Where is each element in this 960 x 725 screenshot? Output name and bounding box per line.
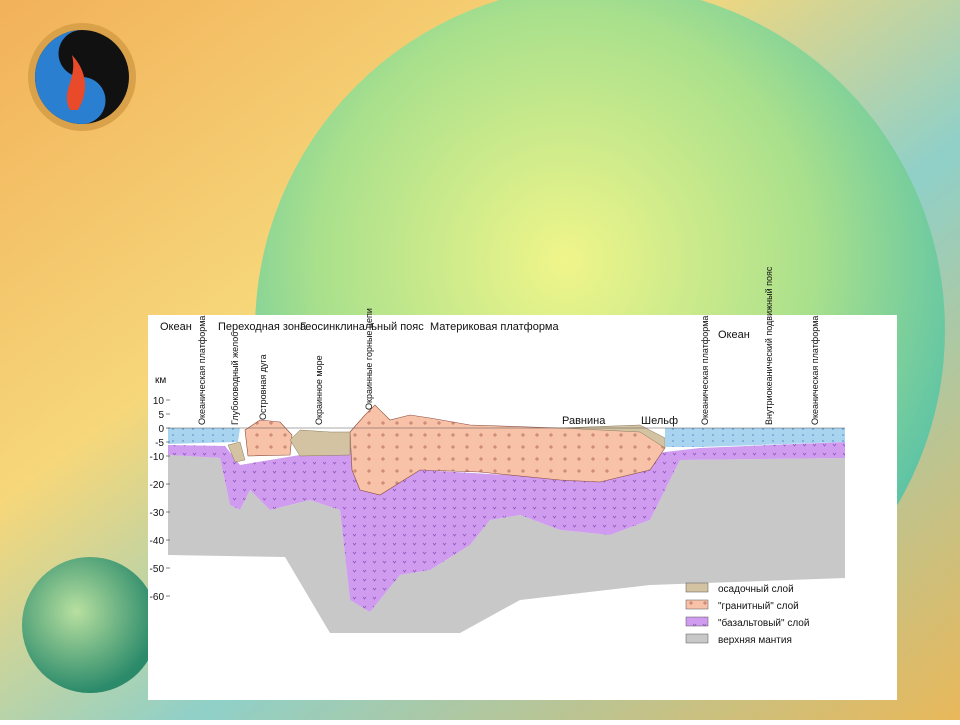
legend-label: "базальтовый" слой [718,617,809,629]
depth-tick-label: -50 [150,564,165,575]
depth-tick-label: 5 [158,410,164,421]
zone-label: Равнина [562,415,606,427]
legend-swatch [685,599,709,610]
granite-arc [244,419,293,457]
depth-tick-label: -5 [155,438,164,449]
zone-label: Переходная зона [218,321,307,333]
zone-label: Геосинклинальный пояс [300,321,424,333]
upper-mantle [168,455,845,633]
depth-tick-label: -10 [150,452,165,463]
vertical-labels: Океаническая платформа Глубоководный жел… [197,266,820,425]
legend: осадочный слой "гранитный" слой "базальт… [685,582,809,646]
depth-tick-label: 10 [153,396,165,407]
vertical-label: Глубоководный желоб [230,332,240,425]
vertical-label: Островная дуга [258,354,268,420]
basalt-layer [168,442,845,612]
zone-label: Океан [718,329,750,341]
legend-swatch [685,633,709,644]
depth-tick-label: -40 [150,536,165,547]
vertical-label: Внутриокеанический подвижный пояс [764,266,774,425]
zone-label: Материковая платформа [430,321,559,333]
axis-unit: км [155,375,166,386]
depth-axis: км 10 5 0 -5 -10 -20 -30 -40 -50 -60 [150,375,170,603]
vertical-label: Океаническая платформа [700,316,710,425]
cross-section [168,404,845,633]
depth-tick-label: -60 [150,592,165,603]
logo-half [35,30,106,124]
legend-label: осадочный слой [718,584,794,595]
legend-swatch [685,616,709,627]
zone-label: Шельф [641,415,678,427]
vertical-label: Океаническая платформа [197,316,207,425]
small-globe [22,557,158,693]
depth-tick-label: -30 [150,508,165,519]
depth-tick-label: 0 [158,424,164,435]
vertical-label: Окраинные горные цепи [364,308,374,410]
water [168,428,845,447]
vertical-label: Окраинное море [314,355,324,425]
depth-tick-label: -20 [150,480,165,491]
logo-flame [66,55,86,110]
zone-label: Океан [160,321,192,333]
zone-labels: Океан Переходная зона Геосинклинальный п… [160,321,750,427]
legend-swatch [685,582,709,593]
legend-label: верхняя мантия [718,635,792,646]
vertical-label: Океаническая платформа [810,316,820,425]
legend-label: "гранитный" слой [718,601,799,612]
